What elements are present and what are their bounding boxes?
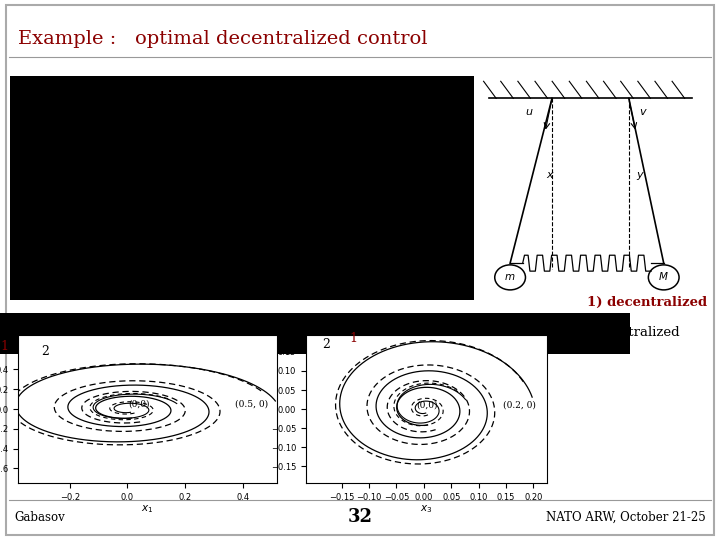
Text: 2: 2 (41, 345, 49, 357)
Text: NATO ARW, October 21-25: NATO ARW, October 21-25 (546, 511, 706, 524)
Text: 32: 32 (348, 508, 372, 526)
Text: x: x (546, 170, 553, 180)
X-axis label: $x_1$: $x_1$ (141, 503, 154, 515)
Text: 1) decentralized: 1) decentralized (587, 296, 707, 309)
Text: (0,0): (0,0) (128, 399, 150, 408)
X-axis label: $x_3$: $x_3$ (420, 503, 433, 515)
Circle shape (648, 265, 679, 290)
Circle shape (495, 265, 526, 290)
Y-axis label: $x_1$: $x_1$ (285, 320, 298, 332)
Text: m: m (505, 272, 516, 282)
Text: (0.2, 0): (0.2, 0) (503, 401, 536, 410)
Bar (0, 313, 630, 354)
Text: Gabasov: Gabasov (14, 511, 65, 524)
Text: 1: 1 (350, 333, 358, 346)
Text: 2) centralized: 2) centralized (587, 326, 680, 339)
Text: Example :   optimal decentralized control: Example : optimal decentralized control (18, 30, 428, 48)
Text: u: u (526, 107, 533, 117)
Text: M: M (660, 272, 668, 282)
FancyBboxPatch shape (6, 5, 714, 535)
Text: (0,0): (0,0) (416, 401, 437, 410)
Text: (0.5, 0): (0.5, 0) (235, 399, 268, 408)
Text: y: y (636, 170, 642, 180)
Text: 1: 1 (1, 340, 9, 353)
Text: 2: 2 (323, 338, 330, 351)
Bar (10, 76, 474, 300)
Y-axis label: $x_2$: $x_2$ (0, 320, 9, 332)
Text: v: v (639, 107, 646, 117)
